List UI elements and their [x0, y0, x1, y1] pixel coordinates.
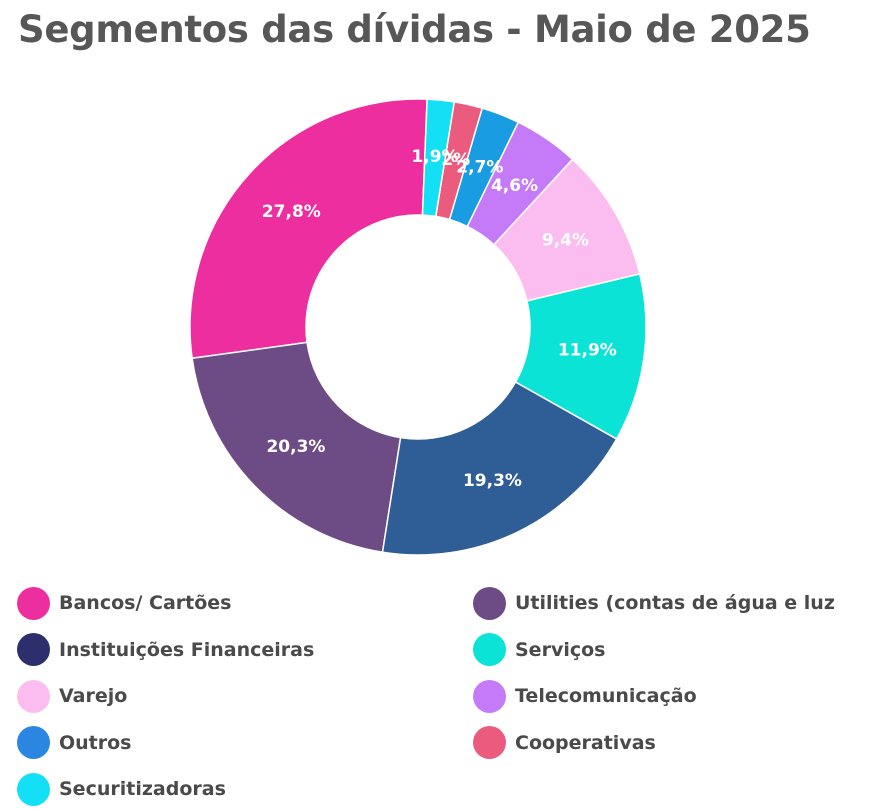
slice-9: [421, 98, 456, 218]
legend-label: Securitizadoras: [59, 778, 226, 800]
legend-label: Instituições Financeiras: [59, 638, 315, 661]
chart-title: Segmentos das dívidas - Maio de 2025: [18, 8, 811, 51]
slice-label-6: 4,6%: [491, 176, 538, 196]
legend-label: Bancos/ Cartões: [59, 592, 232, 614]
legend-swatch: [17, 586, 50, 620]
slice-label-8: 2%: [441, 150, 470, 170]
legend-item: Telecomunicação: [473, 676, 697, 716]
legend-item: Serviços: [473, 630, 605, 670]
legend-item: Bancos/ Cartões: [17, 583, 231, 623]
legend-swatch: [17, 679, 50, 713]
slice-2: [191, 341, 402, 554]
legend-label: Cooperativas: [515, 731, 656, 754]
legend-swatch: [17, 633, 50, 666]
legend-swatch: [17, 726, 50, 759]
legend-item: Instituições Financeiras: [17, 630, 314, 670]
donut-slice-labels: 27,8% 20,3% 19,3% 11,9% 9,4% 4,6%2,7%2%1,9%: [262, 147, 617, 491]
slice-label-4: 11,9%: [558, 341, 617, 361]
legend-label: Serviços: [515, 638, 606, 661]
legend-item: Outros: [17, 723, 132, 763]
legend-label: Telecomunicação: [515, 685, 697, 707]
donut-slices: [189, 98, 647, 556]
legend-label: Utilities (contas de água e luz: [515, 592, 835, 614]
slice-1: [189, 98, 428, 360]
legend-item: Varejo: [17, 676, 127, 716]
legend-item: Securitizadoras: [17, 769, 226, 809]
legend-label: Outros: [59, 731, 132, 754]
legend-item: Utilities (contas de água e luz: [473, 583, 835, 623]
legend-swatch: [473, 679, 506, 713]
slice-3: [381, 380, 618, 556]
slice-label-3: 19,3%: [463, 471, 522, 491]
legend-swatch: [473, 586, 506, 620]
slice-label-1: 27,8%: [262, 202, 321, 222]
slice-label-9: 1,9%: [411, 147, 458, 167]
slice-label-7: 2,7%: [456, 158, 503, 178]
legend-swatch: [473, 633, 506, 666]
legend-item: Cooperativas: [473, 723, 656, 763]
legend-swatch: [17, 772, 50, 806]
slice-label-5: 9,4%: [542, 230, 589, 250]
legend-label: Varejo: [59, 685, 128, 707]
slice-label-2: 20,3%: [266, 437, 325, 457]
legend-swatch: [473, 726, 506, 759]
donut-chart: 27,8% 20,3% 19,3% 11,9% 9,4% 4,6%2,7%2%1,9%: [189, 98, 647, 556]
